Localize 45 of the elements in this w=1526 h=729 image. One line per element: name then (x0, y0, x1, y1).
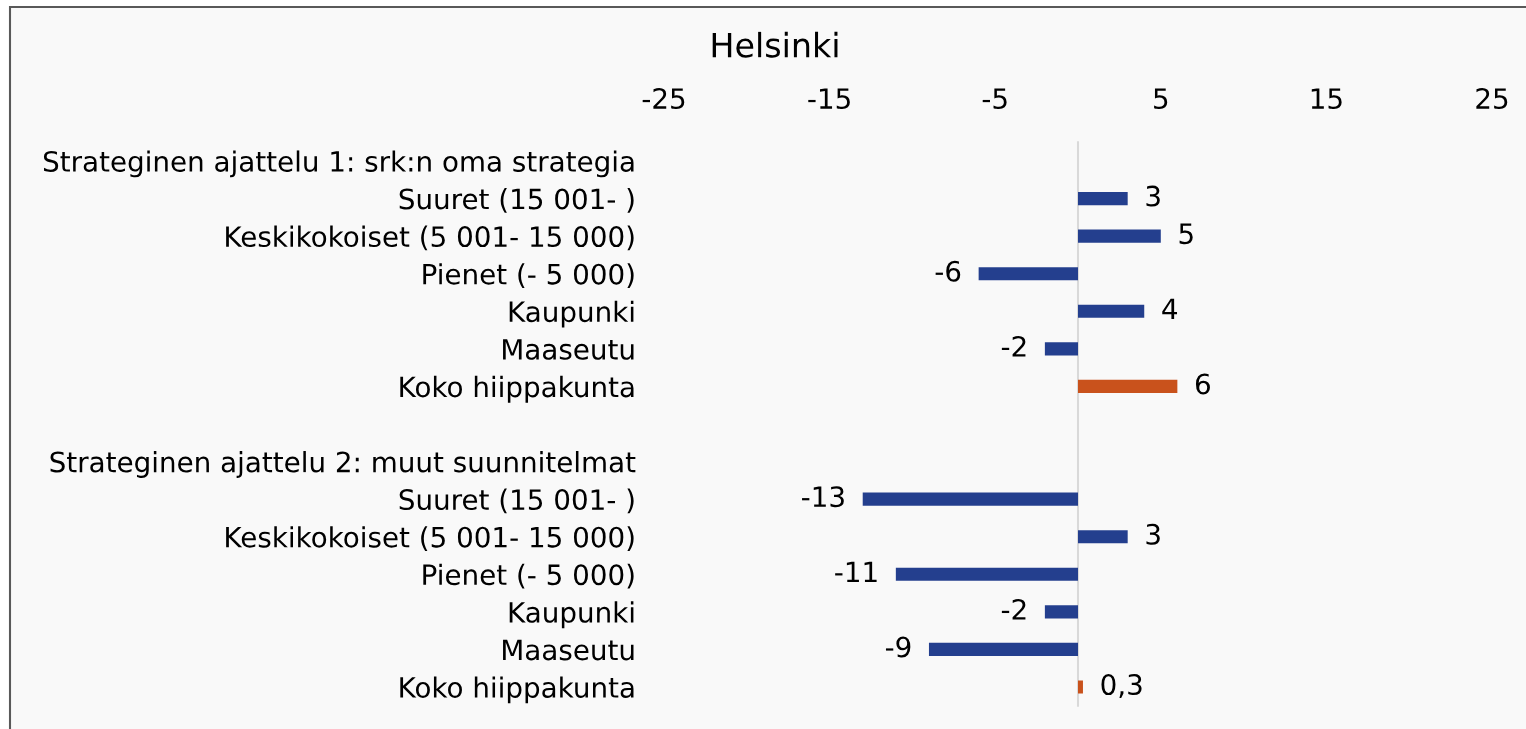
data-label: 5 (1179, 223, 1193, 245)
bar (1078, 379, 1178, 393)
x-tick-label: 15 (1311, 88, 1342, 110)
data-label: -2 (1001, 598, 1026, 620)
x-tick-label: 5 (1154, 88, 1168, 110)
y-tick-label: Maaseutu (503, 339, 634, 360)
data-label: -6 (935, 260, 961, 282)
bar (862, 492, 1078, 506)
y-tick-label: Strateginen ajattelu 2: muut suunnitelmat (50, 451, 636, 478)
data-label: -11 (835, 561, 877, 582)
y-tick-label: Strateginen ajattelu 1: srk:n oma strategia (43, 150, 634, 178)
y-tick-label: Kaupunki (509, 300, 634, 328)
data-label: 3 (1146, 523, 1160, 545)
bar (1044, 605, 1078, 619)
bar (1044, 342, 1078, 356)
x-tick-label: -5 (982, 88, 1007, 110)
bar (1078, 680, 1083, 694)
data-label: -13 (802, 486, 844, 508)
data-label: -9 (885, 636, 911, 658)
y-tick-label: Keskikokoiset (5 001- 15 000) (226, 526, 634, 551)
data-label: -2 (1001, 335, 1026, 357)
y-tick-label: Pienet (- 5 000) (423, 263, 634, 288)
x-tick-label: -15 (808, 88, 850, 110)
bar (928, 642, 1078, 657)
data-label: 6 (1195, 373, 1210, 395)
y-tick-label: Suuret (15 001- ) (399, 188, 634, 213)
bar (895, 567, 1078, 581)
data-label: 4 (1162, 298, 1178, 319)
y-tick-label: Kaupunki (509, 601, 634, 629)
y-tick-label: Maaseutu (503, 639, 634, 661)
bar (1078, 304, 1145, 318)
bar (978, 267, 1078, 281)
bar (1078, 191, 1128, 206)
y-tick-label: Pienet (- 5 000) (423, 563, 634, 589)
bar (1078, 530, 1128, 544)
bar (1078, 229, 1161, 243)
y-tick-label: Suuret (15 001- ) (399, 488, 634, 514)
y-tick-label: Koko hiippakunta (400, 375, 634, 403)
y-tick-label: Keskikokoiset (5 001- 15 000) (226, 225, 634, 251)
data-label: 0,3 (1101, 674, 1142, 698)
chart-title: Helsinki (712, 31, 838, 58)
x-tick-label: 25 (1476, 88, 1508, 110)
data-label: 3 (1146, 185, 1160, 207)
x-tick-label: -25 (642, 88, 685, 110)
y-tick-label: Koko hiippakunta (400, 676, 634, 704)
